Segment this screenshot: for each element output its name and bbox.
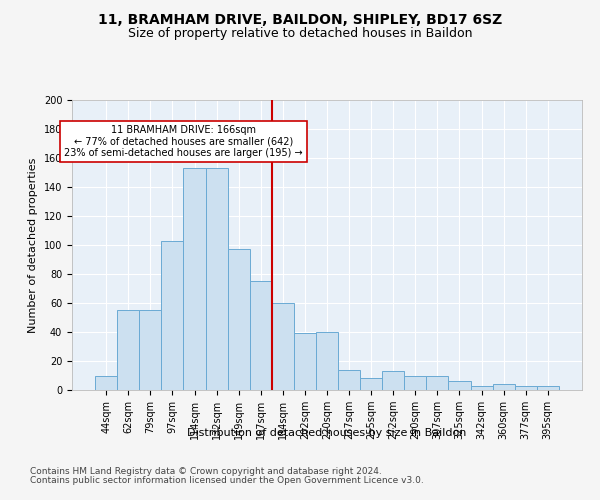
Bar: [360, 378, 382, 390]
Bar: [515, 386, 537, 390]
Bar: [493, 384, 515, 390]
Y-axis label: Number of detached properties: Number of detached properties: [28, 158, 38, 332]
Bar: [470, 386, 493, 390]
Bar: [206, 168, 227, 390]
Bar: [117, 310, 139, 390]
Bar: [95, 376, 117, 390]
Bar: [272, 303, 294, 390]
Text: 11 BRAMHAM DRIVE: 166sqm
← 77% of detached houses are smaller (642)
23% of semi-: 11 BRAMHAM DRIVE: 166sqm ← 77% of detach…: [64, 124, 303, 158]
Bar: [448, 382, 470, 390]
Bar: [338, 370, 360, 390]
Bar: [139, 310, 161, 390]
Text: Contains HM Land Registry data © Crown copyright and database right 2024.: Contains HM Land Registry data © Crown c…: [30, 467, 382, 476]
Bar: [161, 240, 184, 390]
Bar: [227, 250, 250, 390]
Text: Distribution of detached houses by size in Baildon: Distribution of detached houses by size …: [187, 428, 467, 438]
Text: 11, BRAMHAM DRIVE, BAILDON, SHIPLEY, BD17 6SZ: 11, BRAMHAM DRIVE, BAILDON, SHIPLEY, BD1…: [98, 12, 502, 26]
Bar: [250, 281, 272, 390]
Text: Size of property relative to detached houses in Baildon: Size of property relative to detached ho…: [128, 28, 472, 40]
Bar: [184, 168, 206, 390]
Text: Contains public sector information licensed under the Open Government Licence v3: Contains public sector information licen…: [30, 476, 424, 485]
Bar: [537, 386, 559, 390]
Bar: [294, 334, 316, 390]
Bar: [404, 376, 427, 390]
Bar: [427, 376, 448, 390]
Bar: [316, 332, 338, 390]
Bar: [382, 371, 404, 390]
